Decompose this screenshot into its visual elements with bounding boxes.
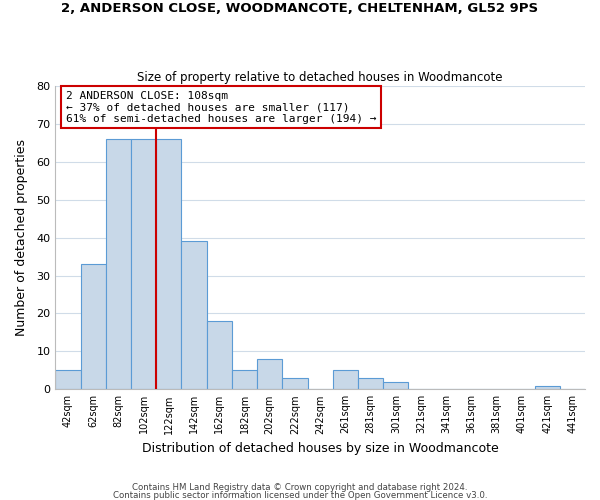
Bar [333, 370, 358, 390]
Bar [206, 321, 232, 390]
Bar [257, 359, 283, 390]
Bar [535, 386, 560, 390]
Title: Size of property relative to detached houses in Woodmancote: Size of property relative to detached ho… [137, 70, 503, 84]
Text: 2, ANDERSON CLOSE, WOODMANCOTE, CHELTENHAM, GL52 9PS: 2, ANDERSON CLOSE, WOODMANCOTE, CHELTENH… [61, 2, 539, 16]
Y-axis label: Number of detached properties: Number of detached properties [15, 139, 28, 336]
Text: 2 ANDERSON CLOSE: 108sqm
← 37% of detached houses are smaller (117)
61% of semi-: 2 ANDERSON CLOSE: 108sqm ← 37% of detach… [66, 90, 376, 124]
Bar [156, 139, 181, 390]
Bar [80, 264, 106, 390]
Text: Contains HM Land Registry data © Crown copyright and database right 2024.: Contains HM Land Registry data © Crown c… [132, 484, 468, 492]
Text: Contains public sector information licensed under the Open Government Licence v3: Contains public sector information licen… [113, 490, 487, 500]
Bar [383, 382, 409, 390]
Bar [131, 139, 156, 390]
Bar [232, 370, 257, 390]
Bar [283, 378, 308, 390]
Bar [358, 378, 383, 390]
X-axis label: Distribution of detached houses by size in Woodmancote: Distribution of detached houses by size … [142, 442, 499, 455]
Bar [55, 370, 80, 390]
Bar [106, 139, 131, 390]
Bar [181, 242, 206, 390]
